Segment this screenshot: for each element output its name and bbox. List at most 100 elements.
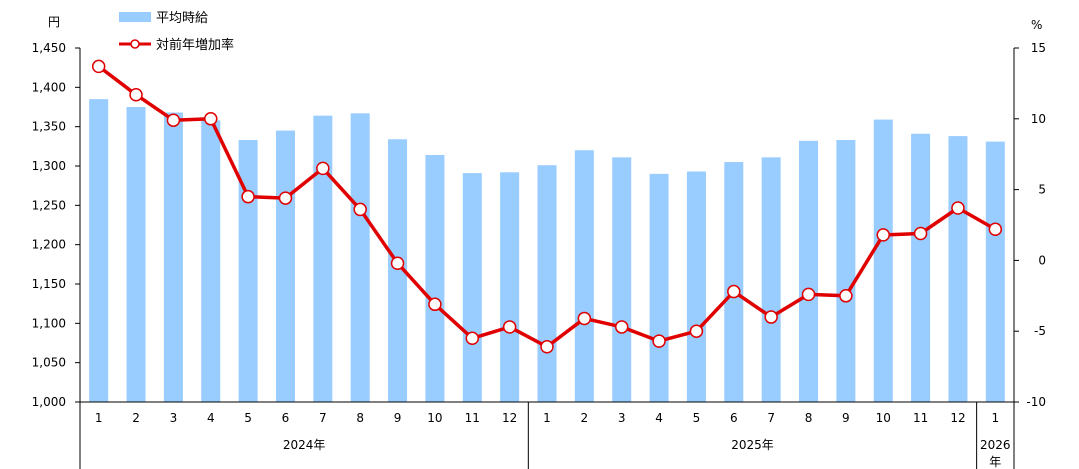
bar <box>649 173 669 402</box>
year-label: 2025年 <box>731 438 774 452</box>
line-point <box>689 324 704 338</box>
line-series <box>91 59 1003 354</box>
x-tick-label: 4 <box>207 411 215 425</box>
x-tick-label: 7 <box>767 411 775 425</box>
bar <box>574 150 594 402</box>
line-point <box>316 161 330 176</box>
line-point <box>91 59 106 74</box>
legend: 平均時給 対前年増加率 <box>119 11 234 53</box>
x-tick-label: 3 <box>618 411 626 425</box>
year-label-line2: 年 <box>989 455 1001 469</box>
x-tick-label: 11 <box>465 411 480 425</box>
bar <box>724 162 744 402</box>
line-point <box>390 256 405 270</box>
line-point <box>988 222 1003 236</box>
line-point <box>540 340 554 354</box>
line-point <box>839 289 853 303</box>
year-label: 2026 <box>980 438 1011 452</box>
line-point <box>465 331 480 346</box>
x-tick-label: 6 <box>282 411 290 425</box>
bar <box>911 133 931 402</box>
line-point <box>801 287 816 302</box>
bar <box>350 113 370 402</box>
x-tick-label: 1 <box>543 411 551 425</box>
bar <box>238 140 258 403</box>
x-tick-label: 8 <box>805 411 813 425</box>
x-tick-label: 1 <box>991 411 999 425</box>
year-label: 2024年 <box>283 438 326 452</box>
line-point <box>166 113 181 127</box>
bar <box>836 140 856 403</box>
left-axis-ticks: 1,000 1,050 1,100 1,150 1,200 1,250 1,300 1,350… <box>32 41 80 409</box>
x-tick-label: 9 <box>394 411 402 425</box>
line-point <box>764 310 778 324</box>
left-tick-label: 1,150 <box>32 277 66 291</box>
line-point <box>727 284 741 299</box>
line-point <box>353 202 367 217</box>
right-tick-label: 15 <box>1031 41 1046 55</box>
bar <box>873 119 893 402</box>
legend-line-label: 対前年増加率 <box>156 37 234 53</box>
line-point <box>913 226 928 241</box>
bar <box>201 120 221 402</box>
x-tick-label: 5 <box>693 411 701 425</box>
right-axis-unit: % <box>1031 18 1042 32</box>
bar <box>163 112 183 403</box>
left-tick-label: 1,350 <box>32 120 66 134</box>
line-point <box>951 201 965 215</box>
line-point <box>278 191 293 205</box>
x-tick-label: 1 <box>95 411 103 425</box>
x-tick-label: 12 <box>502 411 517 425</box>
bar-series <box>89 99 1005 403</box>
bar <box>985 141 1005 402</box>
x-tick-label: 10 <box>427 411 442 425</box>
x-tick-label: 9 <box>842 411 850 425</box>
left-tick-label: 1,100 <box>32 316 66 330</box>
bar <box>761 157 781 402</box>
bar <box>126 107 146 402</box>
bar <box>425 154 445 402</box>
line-point <box>614 320 629 334</box>
bar <box>799 140 819 402</box>
line-point <box>502 320 517 334</box>
bar <box>275 130 295 402</box>
line-point <box>577 311 592 326</box>
axes <box>79 48 1015 403</box>
bar <box>388 139 408 402</box>
line-point <box>876 228 890 242</box>
legend-bar-swatch <box>119 12 151 22</box>
left-tick-label: 1,200 <box>32 238 66 252</box>
bar <box>313 115 333 403</box>
year-labels: 2024年 2025年 2026 年 <box>79 402 1015 469</box>
x-tick-label: 11 <box>913 411 928 425</box>
line-point <box>204 112 218 126</box>
x-tick-label: 2 <box>132 411 140 425</box>
left-tick-label: 1,300 <box>32 159 66 173</box>
legend-bar-label: 平均時給 <box>156 11 208 26</box>
x-tick-label: 12 <box>950 411 965 425</box>
legend-line-marker <box>130 39 140 49</box>
x-tick-label: 6 <box>730 411 738 425</box>
bar <box>948 136 968 402</box>
right-tick-label: 0 <box>1038 253 1046 267</box>
x-tick-label: 5 <box>244 411 252 425</box>
bar <box>686 171 706 402</box>
bar <box>500 172 520 402</box>
bar <box>89 99 109 402</box>
x-tick-label: 2 <box>581 411 589 425</box>
right-tick-label: 5 <box>1038 183 1046 197</box>
right-axis-ticks: -10 -5 0 5 10 15 <box>1014 41 1046 409</box>
line-point <box>428 297 442 312</box>
line-point <box>652 334 666 348</box>
left-tick-label: 1,450 <box>32 41 66 55</box>
x-tick-label: 3 <box>170 411 178 425</box>
x-tick-label: 7 <box>319 411 327 425</box>
right-tick-label: -10 <box>1026 395 1046 409</box>
bar <box>537 165 557 402</box>
right-tick-label: 10 <box>1031 112 1046 126</box>
x-tick-label: 10 <box>876 411 891 425</box>
left-tick-label: 1,050 <box>32 356 66 370</box>
x-tick-label: 8 <box>356 411 364 425</box>
left-tick-label: 1,400 <box>32 80 66 94</box>
